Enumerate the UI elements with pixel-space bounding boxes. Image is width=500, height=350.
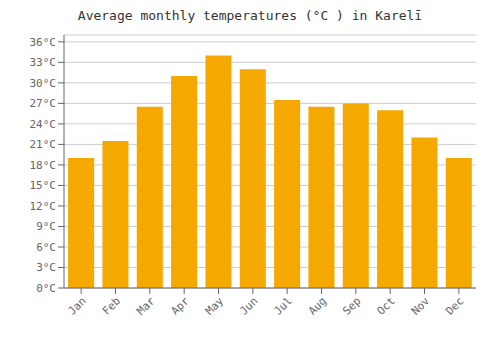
svg-text:Jun: Jun bbox=[237, 294, 260, 317]
svg-text:Dec: Dec bbox=[443, 294, 466, 317]
svg-text:Jul: Jul bbox=[272, 294, 295, 317]
svg-text:Oct: Oct bbox=[375, 294, 398, 317]
svg-text:6°C: 6°C bbox=[36, 241, 56, 254]
svg-text:Nov: Nov bbox=[409, 294, 433, 318]
html-text:Average monthly temperatures (: Average monthly temperatures (°C ) in Ka… bbox=[77, 8, 423, 23]
svg-text:18°C: 18°C bbox=[30, 159, 57, 172]
svg-text:Apr: Apr bbox=[169, 294, 193, 318]
svg-text:Feb: Feb bbox=[100, 294, 123, 317]
svg-text:3°C: 3°C bbox=[36, 261, 56, 274]
svg-text:Mar: Mar bbox=[134, 294, 158, 318]
svg-text:21°C: 21°C bbox=[30, 138, 57, 151]
svg-text:30°C: 30°C bbox=[30, 77, 57, 90]
svg-text:Aug: Aug bbox=[306, 294, 329, 317]
svg-text:Jan: Jan bbox=[66, 294, 89, 317]
svg-text:9°C: 9°C bbox=[36, 220, 56, 233]
svg-text:12°C: 12°C bbox=[30, 200, 57, 213]
svg-text:24°C: 24°C bbox=[30, 118, 57, 131]
svg-text:Sep: Sep bbox=[340, 294, 363, 317]
svg-text:May: May bbox=[203, 294, 227, 318]
svg-text:15°C: 15°C bbox=[30, 179, 57, 192]
svg-text:27°C: 27°C bbox=[30, 97, 57, 110]
svg-text:0°C: 0°C bbox=[36, 282, 56, 295]
svg-text:36°C: 36°C bbox=[30, 36, 57, 49]
svg-text:33°C: 33°C bbox=[30, 56, 57, 69]
